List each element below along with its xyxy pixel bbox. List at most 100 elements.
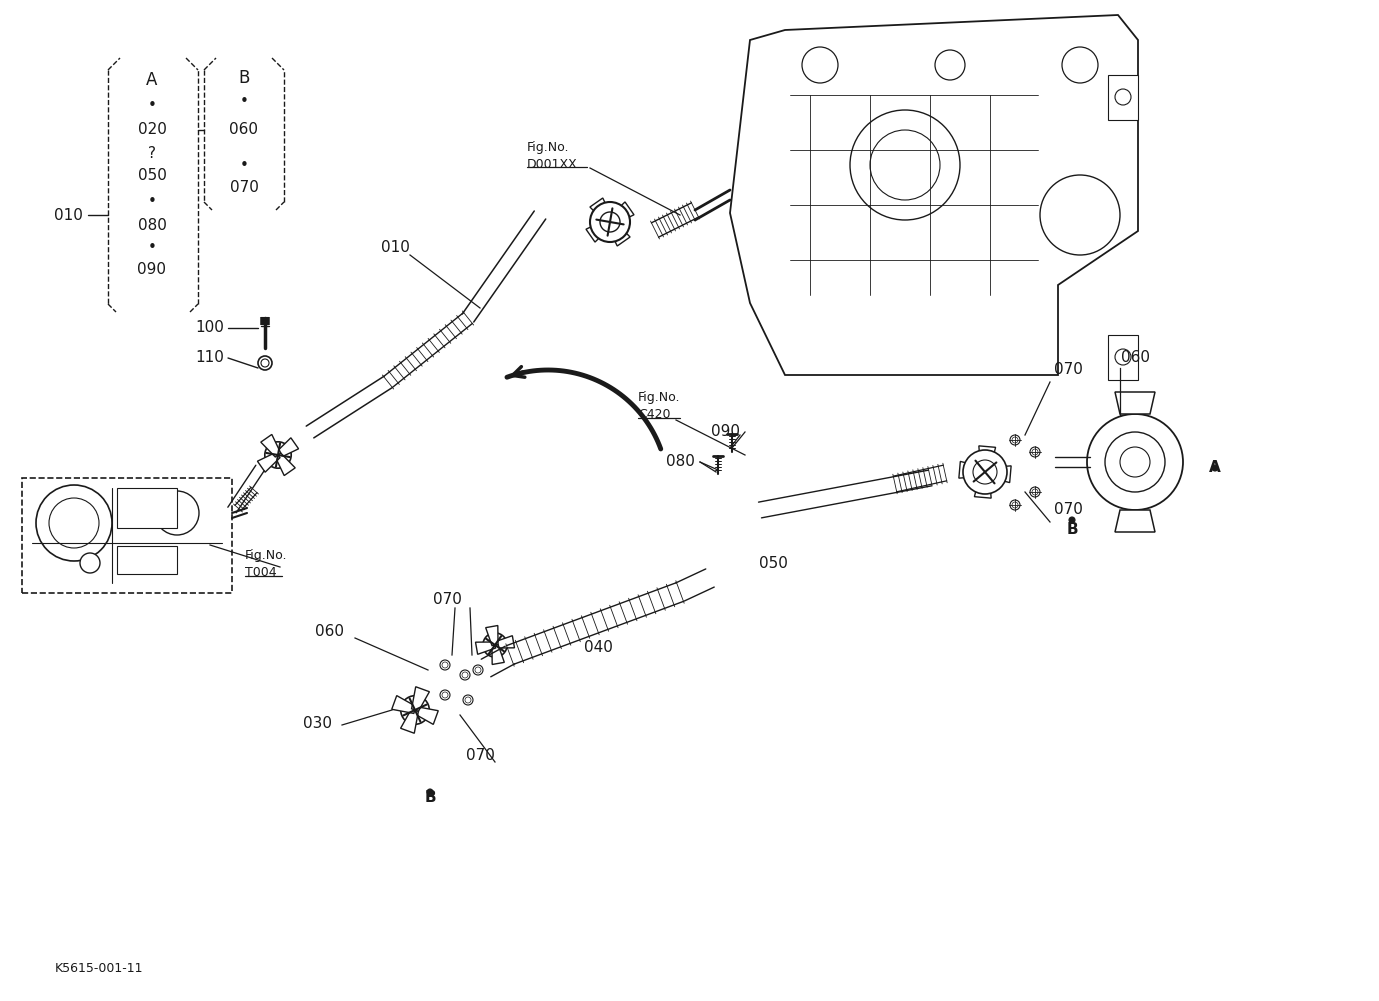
Circle shape — [474, 667, 481, 673]
Text: •: • — [240, 157, 248, 172]
Polygon shape — [608, 202, 634, 225]
Text: 020: 020 — [138, 122, 167, 137]
Circle shape — [600, 212, 621, 232]
Text: 050: 050 — [138, 167, 167, 182]
Text: 100: 100 — [196, 320, 225, 335]
Text: •: • — [148, 194, 156, 209]
Text: K5615-001-11: K5615-001-11 — [55, 962, 143, 975]
Bar — [117, 546, 177, 574]
Circle shape — [461, 670, 470, 680]
Circle shape — [427, 789, 433, 795]
Circle shape — [465, 697, 472, 703]
Text: ?: ? — [148, 145, 156, 160]
Polygon shape — [590, 198, 614, 224]
Text: 070: 070 — [466, 748, 495, 763]
Circle shape — [590, 202, 630, 242]
Polygon shape — [411, 687, 429, 712]
Polygon shape — [495, 636, 514, 648]
Circle shape — [463, 695, 473, 705]
Circle shape — [1040, 175, 1120, 255]
Circle shape — [401, 696, 429, 725]
Text: B: B — [239, 69, 250, 87]
Circle shape — [968, 455, 1001, 488]
Polygon shape — [276, 437, 299, 457]
Circle shape — [440, 660, 450, 670]
Text: 010: 010 — [381, 240, 410, 255]
Circle shape — [963, 450, 1007, 494]
Circle shape — [594, 206, 626, 237]
Circle shape — [1212, 465, 1218, 471]
Polygon shape — [1116, 392, 1156, 414]
Circle shape — [1116, 89, 1131, 105]
Circle shape — [443, 692, 448, 698]
Circle shape — [50, 498, 99, 548]
Text: T004: T004 — [245, 567, 277, 580]
Text: C420: C420 — [638, 408, 670, 421]
Polygon shape — [401, 709, 418, 734]
Text: 050: 050 — [758, 556, 787, 571]
Polygon shape — [985, 465, 1011, 482]
Circle shape — [1030, 447, 1040, 457]
Text: 030: 030 — [303, 716, 332, 731]
Polygon shape — [414, 707, 439, 725]
Polygon shape — [476, 642, 495, 655]
Text: 080: 080 — [666, 454, 695, 469]
Circle shape — [1069, 517, 1076, 523]
Text: Fig.No.: Fig.No. — [527, 140, 570, 153]
Text: B: B — [1066, 523, 1078, 538]
Text: 070: 070 — [1054, 362, 1083, 377]
Text: B: B — [425, 791, 436, 806]
Circle shape — [462, 672, 467, 678]
Polygon shape — [492, 645, 505, 665]
Polygon shape — [729, 15, 1138, 375]
Text: 090: 090 — [138, 262, 167, 277]
Circle shape — [1105, 432, 1165, 492]
Bar — [1107, 335, 1138, 380]
Circle shape — [265, 441, 291, 468]
Polygon shape — [276, 453, 295, 475]
Circle shape — [803, 47, 838, 83]
Bar — [1107, 75, 1138, 120]
Bar — [22, 478, 232, 593]
Text: •: • — [240, 94, 248, 109]
Text: A: A — [1209, 460, 1220, 475]
Circle shape — [1031, 489, 1038, 495]
Text: 010: 010 — [54, 207, 83, 222]
Polygon shape — [975, 471, 992, 498]
Text: 070: 070 — [433, 593, 462, 608]
Circle shape — [1009, 435, 1020, 445]
Polygon shape — [586, 219, 612, 242]
Circle shape — [36, 485, 112, 561]
Text: 090: 090 — [712, 424, 741, 439]
Text: Fig.No.: Fig.No. — [638, 391, 680, 404]
Circle shape — [154, 491, 199, 535]
Circle shape — [1120, 447, 1150, 477]
Circle shape — [473, 665, 483, 675]
Polygon shape — [261, 434, 281, 456]
Circle shape — [258, 356, 272, 370]
Polygon shape — [958, 461, 986, 478]
Circle shape — [1012, 502, 1018, 508]
Polygon shape — [607, 220, 630, 246]
Circle shape — [974, 460, 997, 484]
Circle shape — [870, 130, 940, 200]
Circle shape — [443, 662, 448, 668]
Circle shape — [261, 359, 269, 367]
Circle shape — [1009, 500, 1020, 510]
Text: 060: 060 — [229, 122, 258, 137]
Circle shape — [1031, 449, 1038, 455]
Text: 070: 070 — [1054, 503, 1083, 518]
Polygon shape — [979, 445, 996, 472]
Polygon shape — [258, 452, 280, 472]
Circle shape — [1116, 349, 1131, 365]
Text: 070: 070 — [229, 180, 258, 195]
Text: •: • — [148, 240, 156, 255]
Text: D001XX: D001XX — [527, 157, 578, 170]
Circle shape — [1087, 414, 1183, 510]
Circle shape — [148, 553, 167, 573]
Polygon shape — [1116, 510, 1156, 532]
Polygon shape — [392, 696, 416, 714]
Circle shape — [1012, 437, 1018, 443]
Circle shape — [1062, 47, 1098, 83]
Circle shape — [483, 633, 507, 657]
